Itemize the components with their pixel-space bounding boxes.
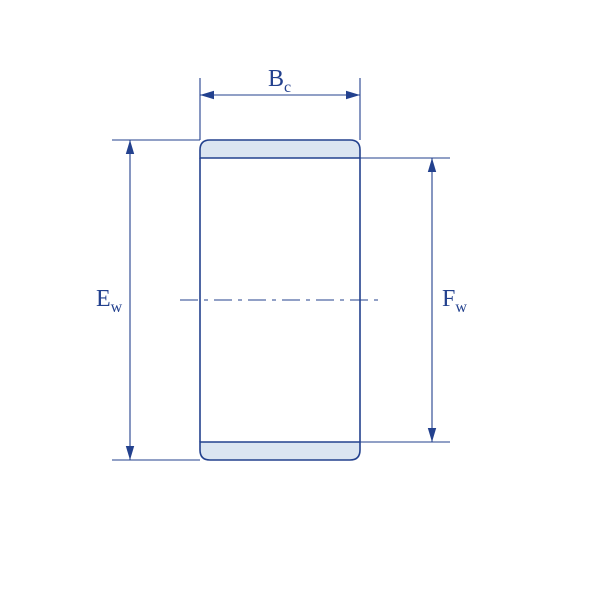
bearing-section-bottom xyxy=(200,442,360,460)
bearing-section-top xyxy=(200,140,360,158)
dim-ew-label: Ew xyxy=(96,286,123,316)
dim-bc-label: Bc xyxy=(268,66,291,96)
dim-fw-label: Fw xyxy=(442,286,467,316)
